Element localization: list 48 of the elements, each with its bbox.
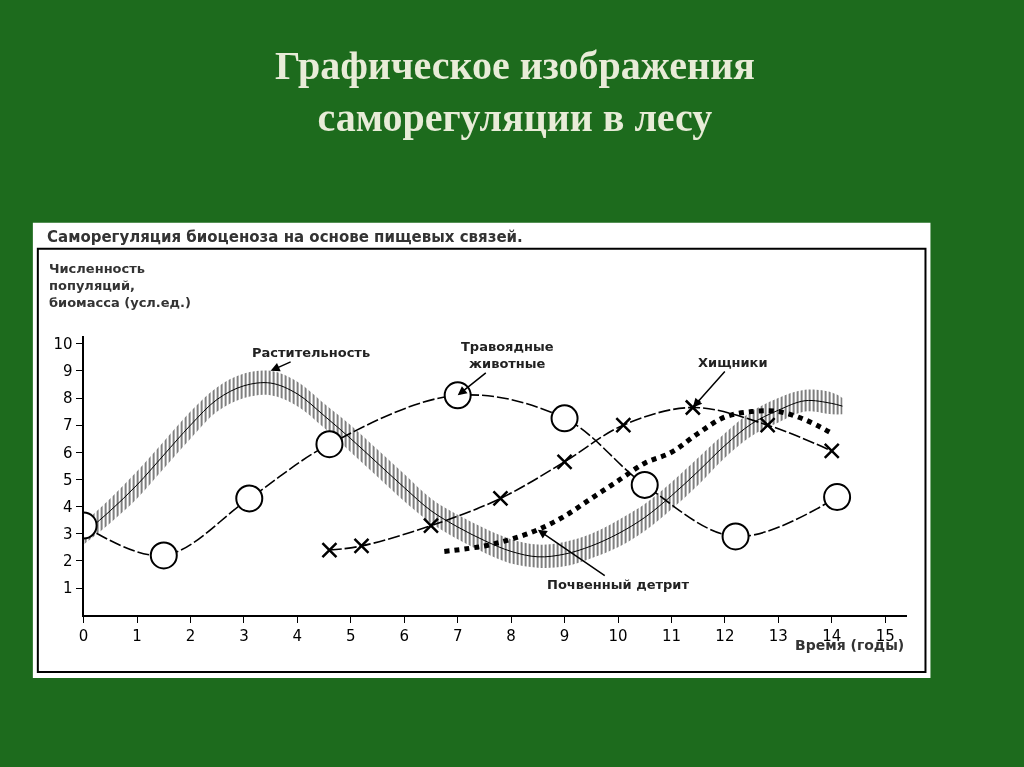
series-label: Травоядные животные [461,339,554,371]
y-tick-label: 2 [63,552,73,571]
point [353,537,370,555]
y-tick-label: 4 [63,497,73,516]
point [315,430,344,459]
point [615,416,632,434]
point [759,416,776,434]
x-tick-label: 6 [399,627,410,646]
y-tick-label: 7 [63,416,73,435]
point [149,541,178,570]
point [235,484,264,513]
x-tick-label: 3 [239,627,249,646]
x-tick-label: 5 [346,627,356,646]
point [492,490,509,507]
x-tick-label: 10 [608,627,628,646]
point [630,470,659,499]
chart-subtitle: Саморегуляция биоценоза на основе пищевых связей. [47,228,523,246]
point [556,453,573,471]
x-tick-label: 1 [132,627,142,646]
y-axis-title: Численность популяций, биомасса (усл.ед.) [49,261,192,310]
point [422,517,440,534]
x-tick-label: 2 [185,627,196,646]
point [823,483,852,512]
point [684,399,702,416]
point [721,522,750,551]
point [550,404,579,433]
text: Хищники [698,355,768,370]
point [823,442,841,460]
y-tick-label: 3 [63,525,73,543]
y-tick-label: 1 [63,579,73,598]
point [443,381,472,410]
x-tick-label: 8 [506,627,516,646]
x-tick-label: 4 [292,627,303,646]
x-tick-label: 13 [768,627,788,646]
y-tick-label: 8 [63,389,73,408]
y-tick-label: 6 [63,443,73,462]
y-tick-label: 9 [63,362,73,381]
x-tick-label: 7 [452,627,463,646]
x-tick-label: 11 [661,627,681,646]
point [321,541,338,559]
x-tick-label: 12 [715,627,735,646]
y-tick-label: 10 [53,334,73,353]
text: Почвенный детрит [547,577,690,592]
series-label: Растительность [252,345,371,360]
x-tick-label: 9 [559,627,570,646]
x-tick-label: 0 [78,627,89,646]
chart-title: Графическое изображения саморегуляции в лесу [275,43,755,140]
y-tick-label: 5 [63,470,73,489]
